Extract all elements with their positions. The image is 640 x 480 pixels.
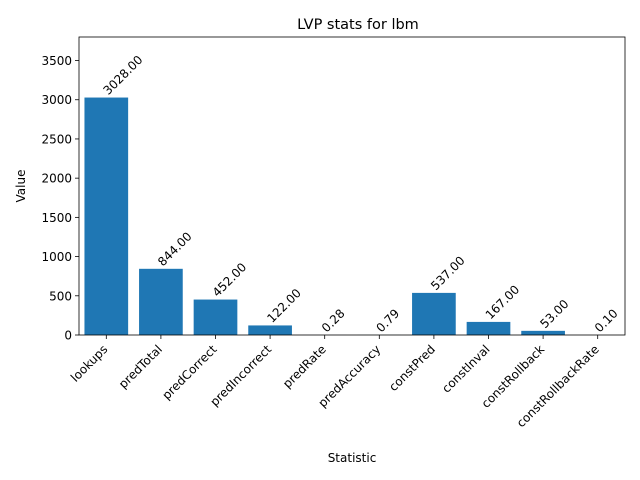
data-label: 452.00 [210,260,250,300]
data-label: 3028.00 [101,53,146,98]
plot-frame [78,36,626,336]
bars-layer [84,97,620,336]
y-tick-label: 1000 [41,250,72,264]
y-tick-label: 2000 [41,172,72,186]
y-tick-label: 3500 [41,54,72,68]
x-tick-label: predTotal [116,342,165,391]
bar [521,330,565,335]
x-tick-label: predCorrect [159,342,219,402]
bar [466,321,511,335]
data-label: 537.00 [428,253,468,293]
y-tick-label: 3000 [41,93,72,107]
chart-title: LVP stats for lbm [297,17,419,33]
data-label: 0.28 [319,306,348,335]
bar [193,299,238,335]
y-tick-label: 500 [49,289,72,303]
data-label: 844.00 [155,229,195,269]
y-axis: 0 500 1000 1500 2000 2500 3000 3500 [41,54,79,343]
data-label: 0.10 [592,306,621,335]
x-tick-label: constInval [439,342,492,395]
x-tick-label: predRate [280,342,329,391]
bar [248,325,292,335]
data-label: 53.00 [537,297,571,331]
y-tick-label: 2500 [41,132,72,146]
bar [412,292,456,335]
data-label: 167.00 [483,282,523,322]
x-axis: lookups predTotalpredCorrectpredIncorrect… [68,335,602,430]
bar [84,97,129,336]
data-label: 122.00 [264,286,304,326]
x-axis-label: Statistic [328,451,377,465]
y-tick-label: 1500 [41,211,72,225]
x-tick-label: constPred [386,342,438,394]
data-label: 0.79 [374,306,403,335]
y-tick-label: 0 [64,329,72,343]
bar [139,268,183,335]
x-tick-label: lookups [68,342,110,384]
y-axis-label: Value [14,170,28,203]
